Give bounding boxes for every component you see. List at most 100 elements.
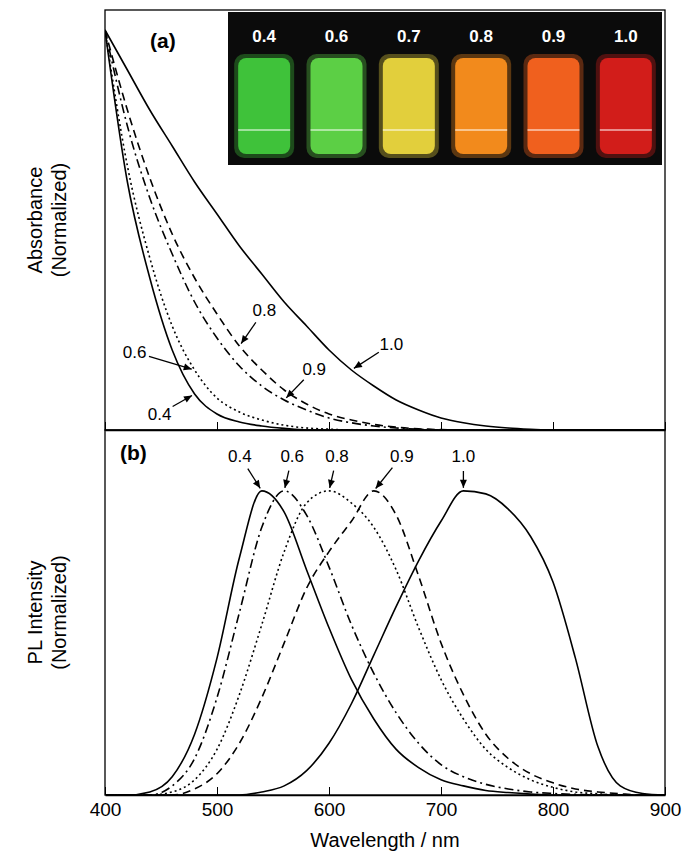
curve-label: 0.4 <box>228 447 252 466</box>
frame <box>105 430 665 795</box>
arrow-head <box>183 395 192 402</box>
vial-glow <box>379 54 439 158</box>
tick-label: 900 <box>650 799 682 820</box>
vial <box>600 58 652 154</box>
vial-band <box>528 129 580 131</box>
inset-label: 0.9 <box>542 27 566 46</box>
arrow-head <box>241 335 248 344</box>
curve-label: 0.9 <box>390 447 414 466</box>
curve <box>105 30 665 430</box>
axis-line <box>106 795 666 796</box>
vial <box>311 58 363 154</box>
y-axis-title: PL Intensity(Normalized) <box>24 555 70 669</box>
tick: 700 <box>426 787 458 820</box>
arrow-head <box>283 479 290 488</box>
tick-mark <box>665 422 666 430</box>
vial <box>238 58 290 154</box>
y-axis-title-line: Absorbance <box>24 167 46 274</box>
vial-glow <box>307 54 367 158</box>
inset-label: 0.7 <box>397 27 421 46</box>
annotations: 0.4 0.6 0.8 0.9 1.0 <box>123 301 403 424</box>
curve-label: 0.8 <box>325 447 349 466</box>
tick-mark <box>217 787 218 795</box>
vial-glow <box>234 54 294 158</box>
figure: 0.4 0.6 0.7 0.8 0.9 1.0 Absorbance(Normalized)… <box>0 0 686 862</box>
vial-glow <box>596 54 656 158</box>
inset-background <box>228 12 662 165</box>
arrow <box>173 395 192 406</box>
lines <box>105 491 665 795</box>
tick-mark <box>441 422 442 430</box>
arrow <box>286 380 303 398</box>
arrow <box>241 322 256 343</box>
inset: 0.4 0.6 0.7 0.8 0.9 1.0 <box>228 12 662 165</box>
arrow-head <box>253 480 260 489</box>
curve-label: 0.4 <box>148 405 172 424</box>
arrow-head <box>328 479 335 488</box>
curve <box>105 491 665 795</box>
tick-mark <box>441 787 442 795</box>
curve-label: 0.6 <box>280 447 304 466</box>
inset-label: 1.0 <box>614 27 638 46</box>
curve-label: 1.0 <box>452 447 476 466</box>
frame <box>105 10 665 430</box>
panel: 400500600700800900Wavelength / nmPL Inte… <box>24 430 681 851</box>
curve <box>105 491 665 795</box>
y-axis-title-line: (Normalized) <box>48 163 70 277</box>
inset-label: 0.6 <box>325 27 349 46</box>
vial-band <box>455 129 507 131</box>
x-axis <box>106 422 666 431</box>
tick-label: 800 <box>538 799 570 820</box>
tick-mark <box>665 787 666 795</box>
tick-label: 600 <box>314 799 346 820</box>
vial <box>528 58 580 154</box>
tick: 800 <box>538 787 570 820</box>
arrow-head <box>354 361 363 368</box>
tick: 600 <box>314 787 346 820</box>
tick-mark <box>329 422 330 430</box>
arrow-head <box>183 363 192 370</box>
tick: 500 <box>202 787 234 820</box>
curve <box>105 30 665 430</box>
panel-title: (a) <box>150 29 176 52</box>
vial <box>455 58 507 154</box>
tick <box>665 422 666 430</box>
curve <box>105 30 665 430</box>
arrow-head <box>460 480 467 488</box>
curve-label: 0.6 <box>123 343 147 362</box>
vial-glow <box>524 54 584 158</box>
tick <box>105 422 106 430</box>
arrow-head <box>376 480 384 488</box>
vial <box>383 58 435 154</box>
arrow-head <box>286 390 294 398</box>
tick-mark <box>329 787 330 795</box>
inset-label: 0.8 <box>469 27 493 46</box>
tick-label: 700 <box>426 799 458 820</box>
inset-label: 0.4 <box>252 27 276 46</box>
vial-glow <box>451 54 511 158</box>
tick <box>329 422 330 430</box>
vial-band <box>383 129 435 131</box>
curve <box>105 491 665 795</box>
tick-label: 400 <box>90 799 122 820</box>
annotations: 0.4 0.6 0.8 0.9 1.0 <box>228 447 475 488</box>
curve-label: 0.9 <box>302 360 326 379</box>
curve <box>105 491 665 795</box>
tick-mark <box>105 422 106 430</box>
tick-mark <box>553 422 554 430</box>
tick <box>441 422 442 430</box>
lines <box>105 30 665 430</box>
y-axis-title-line: PL Intensity <box>24 561 46 665</box>
tick <box>553 422 554 430</box>
curve-label: 1.0 <box>380 335 404 354</box>
panel: 0.4 0.6 0.7 0.8 0.9 1.0 Absorbance(Normalized)… <box>24 10 666 431</box>
tick <box>217 422 218 430</box>
y-axis-title: Absorbance(Normalized) <box>24 163 70 277</box>
tick: 400 <box>90 787 122 820</box>
tick-mark <box>217 422 218 430</box>
arrow <box>354 352 379 368</box>
panel-title: (b) <box>120 441 147 464</box>
tick: 900 <box>650 787 682 820</box>
curve <box>105 30 665 430</box>
curve-label: 0.8 <box>253 301 277 320</box>
